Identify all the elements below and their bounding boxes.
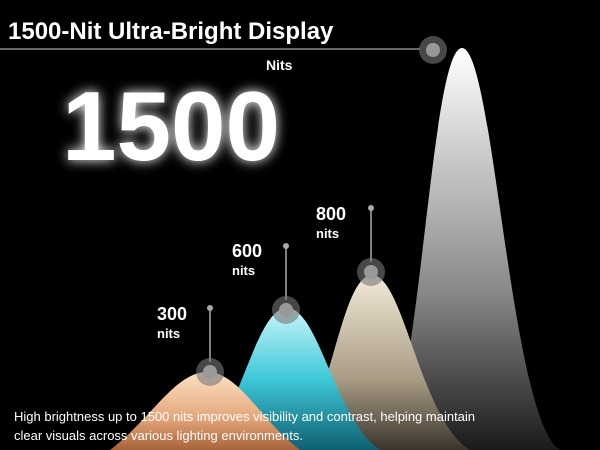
title: 1500-Nit Ultra-Bright Display [8,18,334,45]
headline-value: 1500 [62,71,280,181]
caption-line: High brightness up to 1500 nits improves… [14,409,475,424]
marker [272,243,300,324]
level-value: 800 [316,204,346,224]
level-unit: nits [316,226,339,241]
marker [419,36,447,64]
headline-unit: Nits [266,57,293,73]
peak-shape [110,372,300,450]
peak-shape [380,48,560,450]
level-value: 600 [232,241,262,261]
marker [196,305,224,386]
caption-line: clear visuals across various lighting en… [14,428,303,443]
level-unit: nits [157,326,180,341]
level-value: 300 [157,304,187,324]
level-unit: nits [232,263,255,278]
marker [357,205,385,286]
